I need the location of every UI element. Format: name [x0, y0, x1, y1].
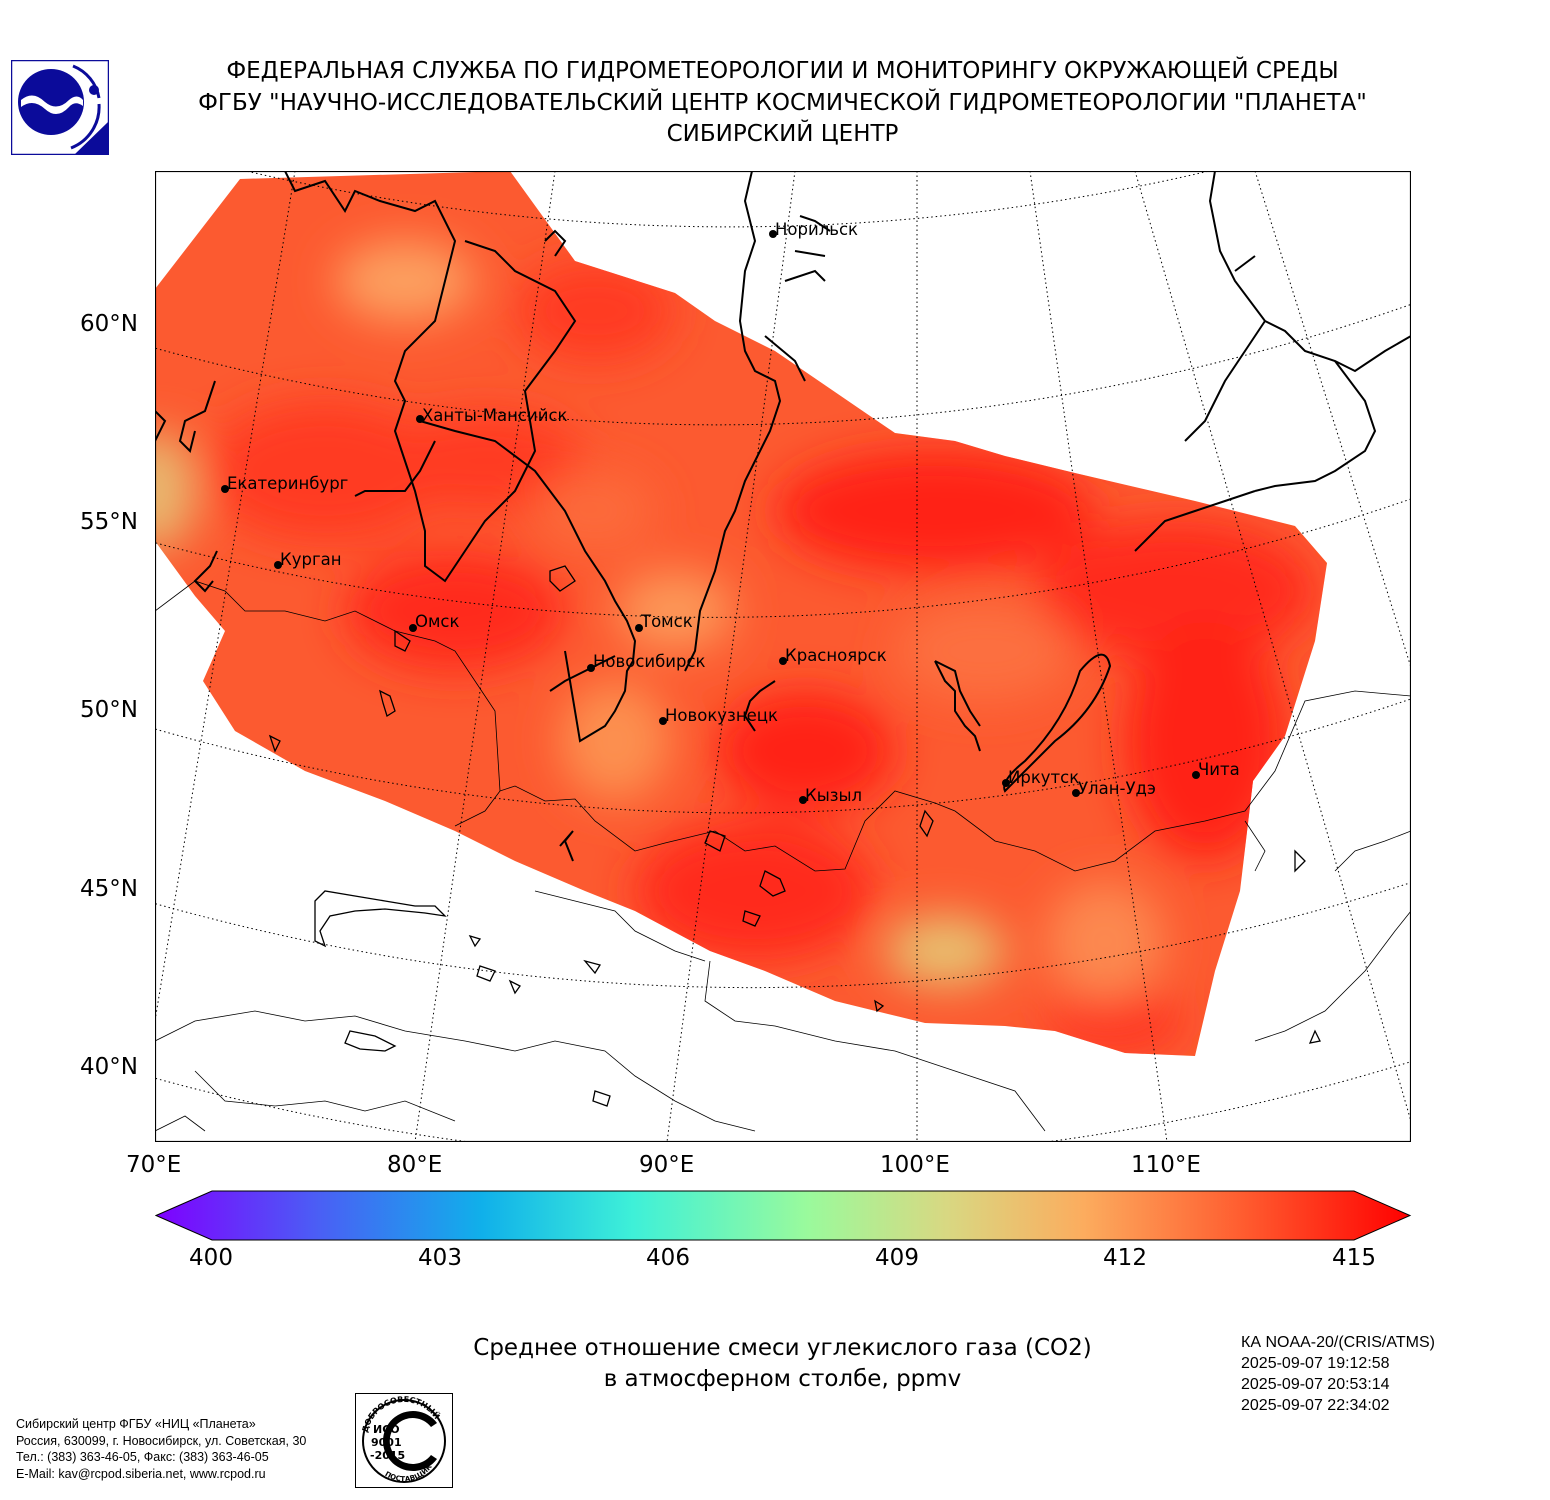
svg-text:Омск: Омск [415, 612, 460, 631]
graticule [155, 171, 1411, 1142]
city-novosibirsk: Новосибирск [587, 652, 706, 672]
map-frame [155, 171, 1411, 1142]
colorbar-tick-412: 412 [1103, 1245, 1147, 1271]
lat-label-60: 60°N [80, 311, 138, 337]
lat-label-45: 45°N [80, 876, 138, 902]
lat-label-50: 50°N [80, 697, 138, 723]
map-title: Среднее отношение смеси углекислого газа… [380, 1333, 1185, 1395]
satellite-name: КА NOAA-20/(CRIS/ATMS) [1241, 1334, 1435, 1351]
header-line-2: ФГБУ "НАУЧНО-ИССЛЕДОВАТЕЛЬСКИЙ ЦЕНТР КОС… [198, 89, 1367, 116]
org-line-3: Тел.: (383) 363-46-05, Факс: (383) 363-4… [16, 1450, 269, 1464]
svg-text:Екатеринбург: Екатеринбург [227, 474, 348, 493]
country-borders [155, 580, 1411, 1132]
city-chita: Чита [1192, 760, 1240, 779]
coastlines-and-rivers [155, 171, 1411, 862]
city-kyzyl: Кызыл [799, 786, 862, 805]
svg-text:Улан-Удэ: Улан-Удэ [1078, 779, 1156, 798]
header-line-3: СИБИРСКИЙ ЦЕНТР [666, 121, 899, 147]
svg-text:Томск: Томск [640, 612, 693, 631]
svg-text:Иркутск: Иркутск [1008, 768, 1079, 787]
city-irkutsk: Иркутск [1002, 768, 1079, 787]
org-line-2: Россия, 630099, г. Новосибирск, ул. Сове… [16, 1433, 307, 1448]
svg-text:Новокузнецк: Новокузнецк [665, 706, 778, 725]
svg-text:Норильск: Норильск [775, 220, 858, 239]
colorbar-tick-409: 409 [875, 1245, 919, 1271]
svg-text:9001: 9001 [371, 1436, 402, 1449]
lat-label-40: 40°N [80, 1054, 138, 1080]
colorbar-tick-406: 406 [646, 1245, 690, 1271]
svg-text:Красноярск: Красноярск [785, 646, 887, 665]
cities: Норильск Ханты-Мансийск Екатеринбург Кур… [221, 220, 1240, 805]
satellite-time-2: 2025-09-07 20:53:14 [1241, 1376, 1390, 1393]
lakes [268, 565, 1321, 1107]
satellite-time-3: 2025-09-07 22:34:02 [1241, 1397, 1390, 1414]
lon-label-100: 100°E [880, 1152, 950, 1178]
lon-label-70: 70°E [126, 1152, 182, 1178]
city-tomsk: Томск [635, 612, 693, 632]
lat-label-55: 55°N [80, 509, 138, 535]
svg-text:-2015: -2015 [370, 1449, 405, 1462]
map-title-line-2: в атмосферном столбе, ppmv [603, 1366, 962, 1392]
map-title-line-1: Среднее отношение смеси углекислого газа… [473, 1335, 1092, 1361]
iso-9001-badge-icon: ДОБРОСОВЕСТНЫЙ ПОСТАВЩИК ИСО 9001 -2015 [355, 1393, 453, 1488]
city-ekaterinburg: Екатеринбург [221, 474, 348, 493]
city-khanty-mansiysk: Ханты-Мансийск [416, 406, 568, 425]
city-norilsk: Норильск [769, 220, 858, 239]
co2-field [155, 171, 1327, 1056]
co2-map: Норильск Ханты-Мансийск Екатеринбург Кур… [155, 171, 1411, 1142]
lon-label-110: 110°E [1131, 1152, 1201, 1178]
svg-text:Чита: Чита [1198, 760, 1240, 779]
svg-text:Ханты-Мансийск: Ханты-Мансийск [422, 406, 568, 425]
city-krasnoyarsk: Красноярск [779, 646, 887, 665]
colorbar-tick-400: 400 [189, 1245, 233, 1271]
city-omsk: Омск [409, 612, 460, 632]
svg-text:Кызыл: Кызыл [805, 786, 862, 805]
header: ФЕДЕРАЛЬНАЯ СЛУЖБА ПО ГИДРОМЕТЕОРОЛОГИИ … [0, 56, 1550, 151]
satellite-info: КА NOAA-20/(CRIS/ATMS) 2025-09-07 19:12:… [1241, 1332, 1435, 1416]
city-novokuznetsk: Новокузнецк [659, 706, 778, 725]
org-line-4: E-Mail: kav@rcpod.siberia.net, www.rcpod… [16, 1466, 266, 1481]
satellite-time-1: 2025-09-07 19:12:58 [1241, 1355, 1390, 1372]
colorbar-tick-403: 403 [418, 1245, 462, 1271]
planeta-logo-icon [11, 60, 109, 155]
city-kurgan: Курган [274, 550, 342, 569]
colorbar [155, 1190, 1412, 1241]
header-line-1: ФЕДЕРАЛЬНАЯ СЛУЖБА ПО ГИДРОМЕТЕОРОЛОГИИ … [226, 58, 1339, 84]
lon-label-90: 90°E [639, 1152, 695, 1178]
org-line-1: Сибирский центр ФГБУ «НИЦ «Планета» [16, 1417, 256, 1431]
svg-text:Курган: Курган [280, 550, 342, 569]
svg-text:ИСО: ИСО [373, 1423, 400, 1436]
organization-info: Сибирский центр ФГБУ «НИЦ «Планета» Росс… [16, 1416, 306, 1482]
svg-text:Новосибирск: Новосибирск [593, 652, 706, 671]
city-ulan-ude: Улан-Удэ [1072, 779, 1156, 798]
colorbar-tick-415: 415 [1332, 1245, 1376, 1271]
lon-label-80: 80°E [387, 1152, 443, 1178]
